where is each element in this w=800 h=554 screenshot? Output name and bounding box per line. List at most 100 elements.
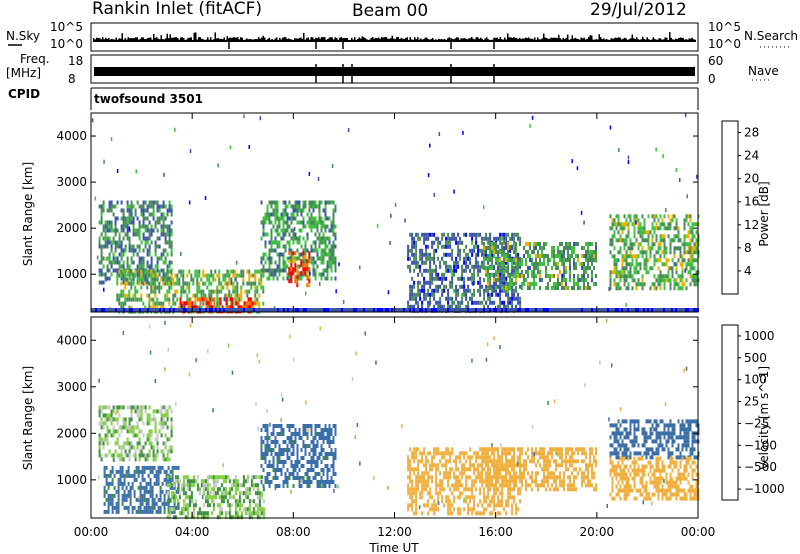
echo-cell	[563, 278, 565, 282]
echo-cell	[579, 262, 581, 266]
echo-cell	[260, 495, 263, 500]
echo-cell	[407, 491, 410, 496]
echo-cell	[419, 280, 422, 285]
echo-cell	[613, 258, 616, 263]
echo-cell	[677, 258, 680, 263]
echo-cell	[489, 286, 491, 290]
echo-cell	[274, 476, 277, 480]
echo-cell	[282, 256, 285, 261]
echo-baseline	[461, 308, 463, 312]
echo-cell	[140, 453, 143, 458]
echo-cell	[659, 242, 662, 247]
echo-cell	[210, 289, 213, 294]
echo-cell	[118, 269, 121, 274]
echo-cell	[148, 212, 151, 217]
echo-cell	[206, 479, 209, 484]
echo-cell	[114, 248, 117, 253]
nsky-bar	[225, 39, 227, 42]
echo-cell	[683, 238, 686, 243]
nsky-bar	[135, 37, 137, 42]
echo-baseline	[195, 308, 197, 312]
echo-cell	[465, 296, 468, 301]
echo-cell	[290, 460, 293, 464]
echo-cell	[587, 258, 589, 262]
echo-cell	[128, 248, 131, 253]
echo-cell	[188, 281, 191, 286]
echo-cell	[625, 222, 628, 227]
echo-cell	[655, 238, 658, 243]
echo-cell	[208, 503, 211, 508]
echo-cell	[433, 260, 436, 265]
echo-cell	[495, 286, 497, 290]
echo-cell	[154, 293, 157, 298]
echo-cell	[232, 285, 235, 290]
echo-cell	[121, 501, 124, 506]
echo-cell	[411, 304, 414, 309]
echo-cell	[140, 297, 143, 302]
echo-cell	[256, 269, 259, 274]
echo-cell	[208, 483, 211, 488]
echo-cell	[693, 278, 696, 283]
y-tick-label: 4000	[56, 129, 87, 143]
echo-cell	[110, 433, 113, 438]
echo-cell	[635, 266, 638, 271]
echo-cell	[455, 292, 458, 297]
echo-baseline	[569, 308, 571, 312]
echo-cell	[513, 242, 515, 246]
echo-cell	[188, 285, 191, 290]
echo-cell	[545, 254, 547, 258]
nsky-bar	[517, 39, 519, 42]
echo-cell	[407, 455, 410, 460]
echo-baseline	[163, 308, 165, 312]
echo-cell	[238, 503, 241, 508]
echo-baseline	[615, 308, 617, 312]
echo-cell	[134, 449, 137, 454]
echo-cell	[280, 460, 283, 464]
echo-cell	[266, 268, 269, 273]
nsky-bar	[123, 39, 125, 42]
echo-cell	[264, 240, 267, 245]
echo-cell	[226, 269, 229, 274]
echo-cell	[140, 449, 143, 454]
echo-cell	[290, 271, 293, 276]
echo-cell	[304, 424, 307, 428]
echo-cell	[272, 208, 275, 213]
echo-baseline	[681, 308, 683, 312]
echo-cell	[689, 250, 692, 255]
echo-cell	[431, 272, 434, 277]
echo-cell	[314, 260, 317, 265]
echo-cell	[166, 289, 169, 294]
echo-cell	[144, 405, 147, 410]
echo-cell	[543, 242, 545, 246]
echo-cell	[511, 282, 513, 286]
echo-cell	[643, 230, 646, 235]
echo-cell	[447, 296, 450, 301]
echo-cell	[224, 487, 227, 492]
echo-cell	[136, 276, 139, 281]
echo-cell	[120, 273, 123, 278]
nsky-bar	[591, 35, 593, 42]
echo-cell	[415, 455, 418, 460]
echo-cell	[413, 292, 416, 297]
echo-cell	[495, 242, 497, 246]
echo-cell	[326, 476, 329, 480]
echo-cell	[629, 254, 632, 259]
echo-cell	[282, 484, 285, 488]
nsky-bar	[583, 37, 585, 42]
echo-cell	[681, 282, 684, 287]
echo-cell	[651, 238, 654, 243]
echo-cell	[148, 437, 151, 442]
echo-cell	[409, 491, 412, 496]
echo-cell	[413, 296, 416, 301]
echo-cell	[517, 296, 520, 301]
echo-speck	[571, 159, 573, 164]
echo-cell	[128, 272, 131, 277]
echo-cell	[200, 277, 203, 282]
echo-cell	[222, 487, 225, 492]
echo-cell	[264, 448, 267, 452]
echo-cell	[503, 300, 506, 305]
echo-cell	[122, 260, 125, 265]
echo-cell	[111, 497, 114, 502]
echo-cell	[316, 256, 319, 261]
echo-cell	[166, 491, 169, 496]
